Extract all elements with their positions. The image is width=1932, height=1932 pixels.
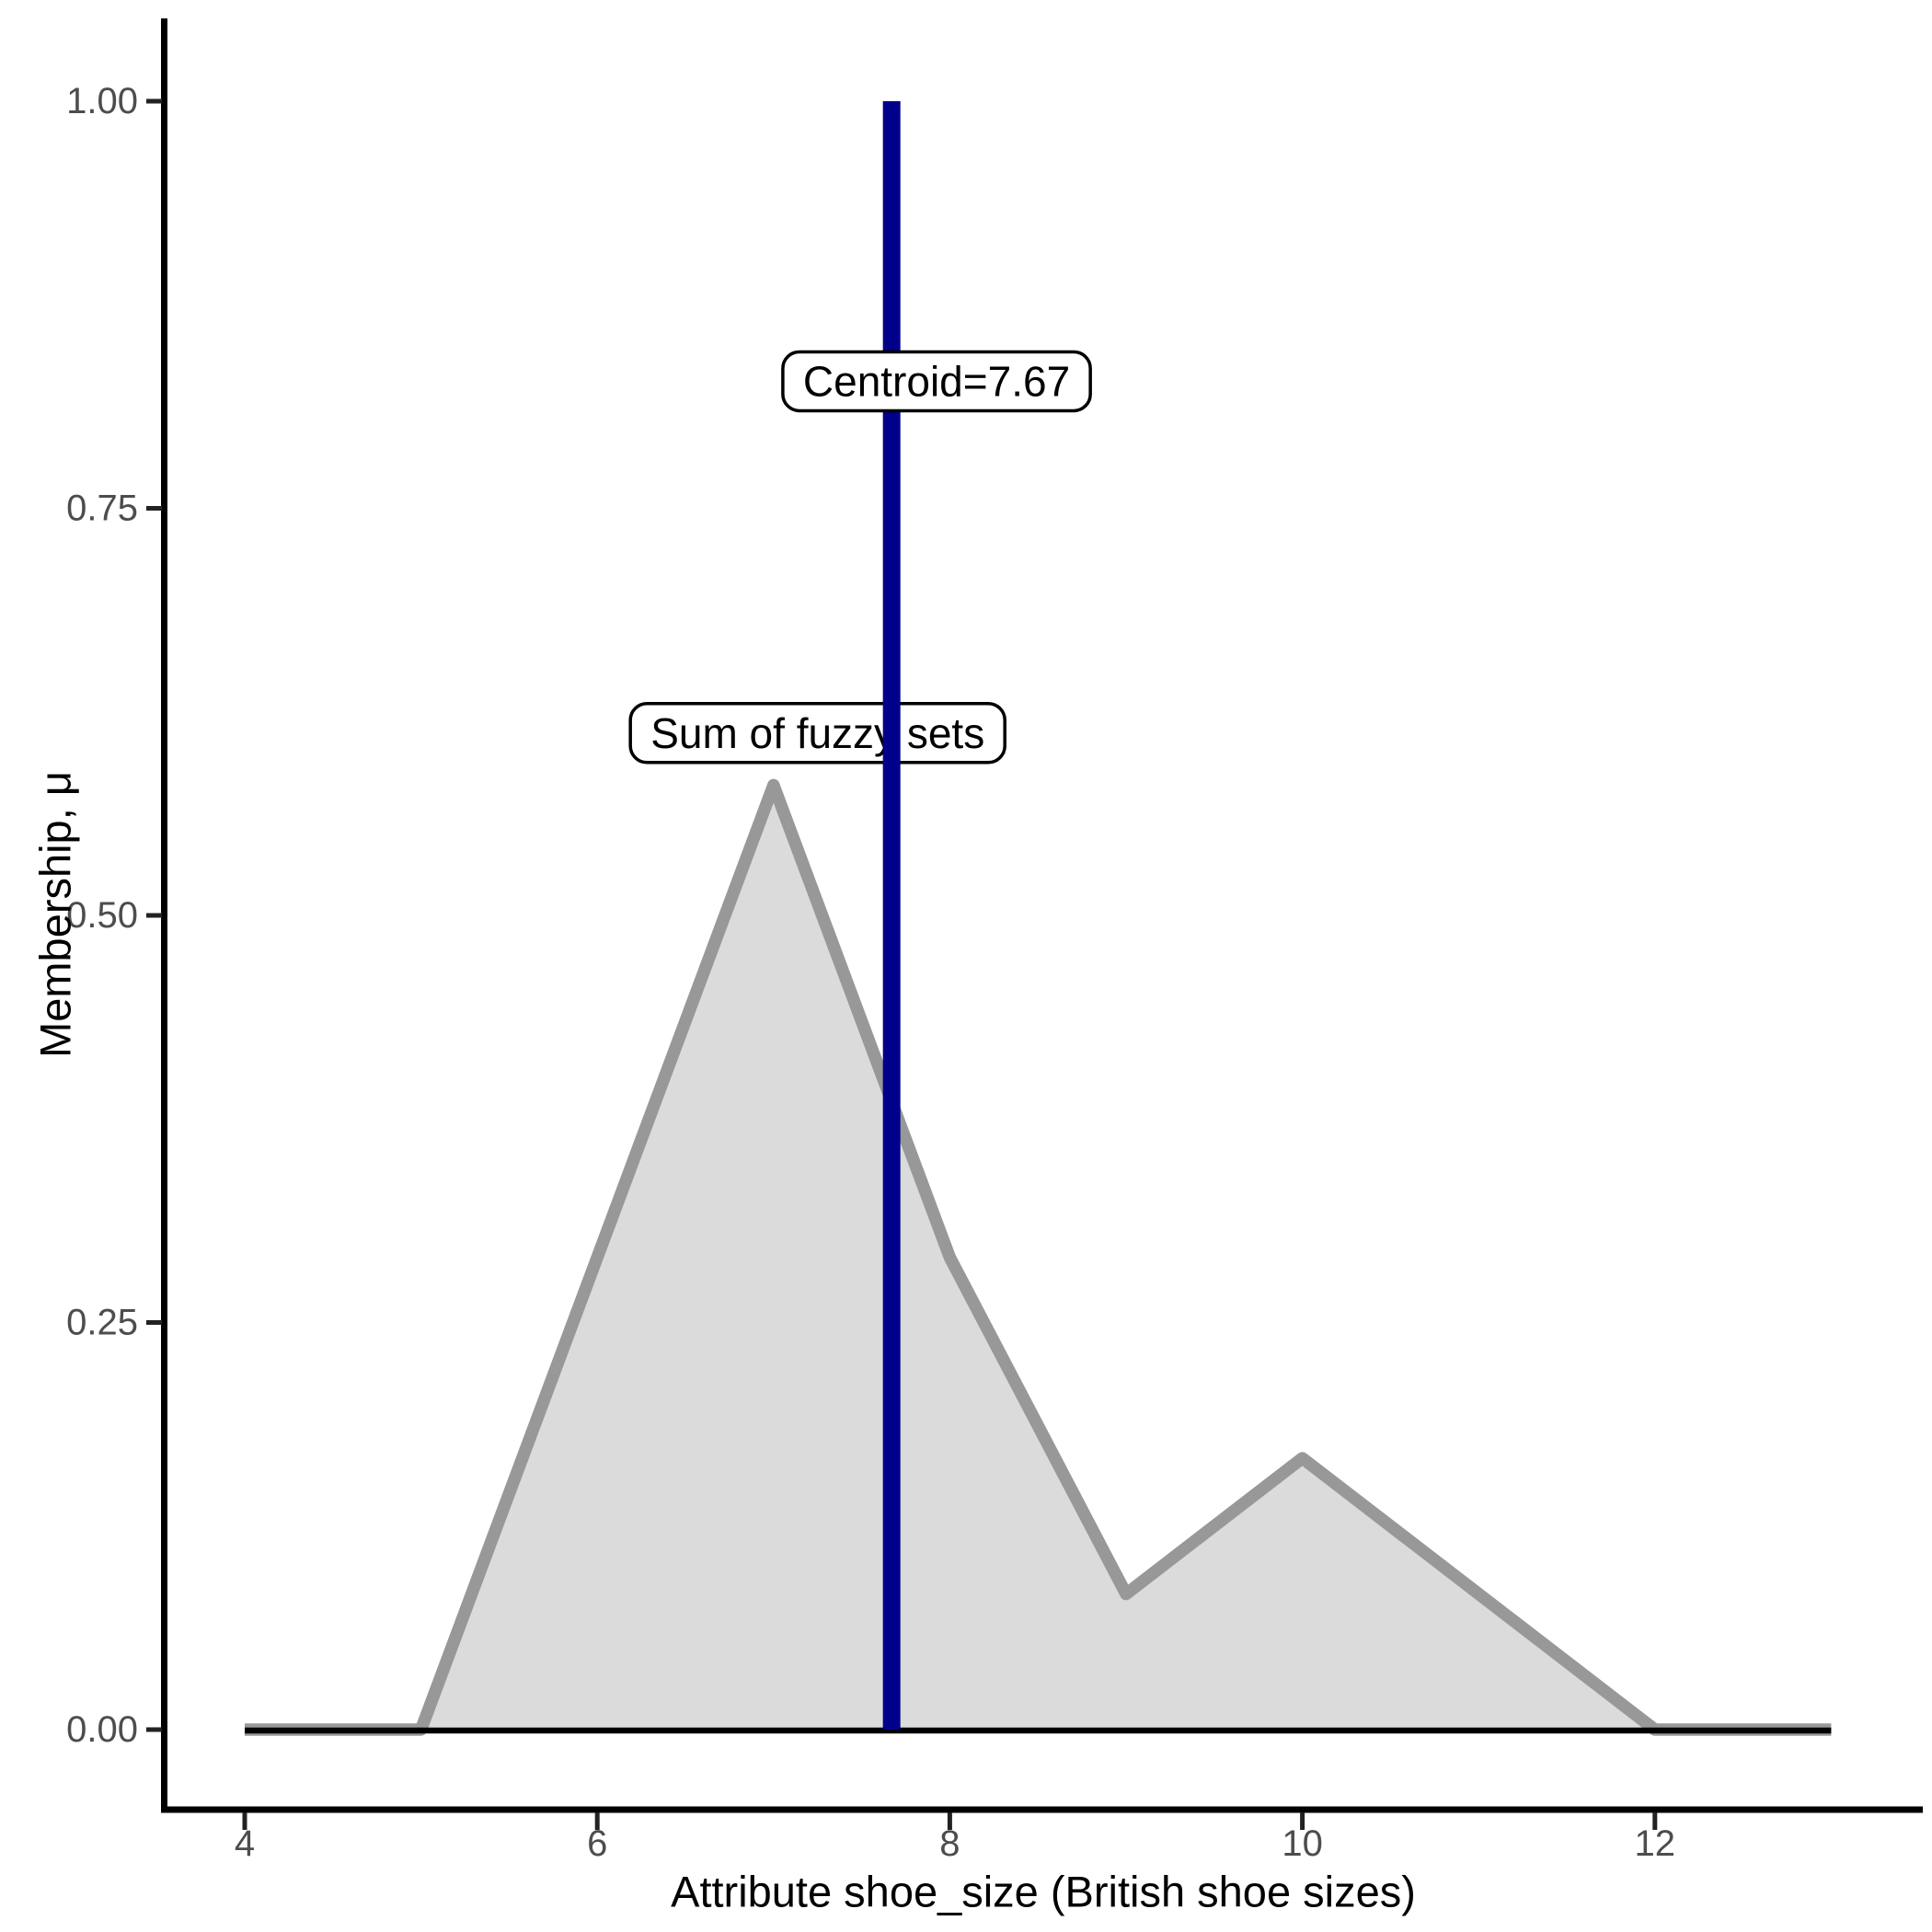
x-axis: 4 6 8 10 12 Attribute shoe_size (British sho… [161, 1806, 1923, 1916]
y-tick-label: 0.50 [66, 895, 138, 936]
y-axis: 1.00 0.75 0.50 0.25 0.00 Membership, μ [31, 18, 167, 1813]
centroid-annotation-box [781, 350, 1092, 413]
centroid-annotation: Centroid=7.67 [781, 350, 1092, 413]
x-tick-label: 12 [1635, 1823, 1676, 1864]
sum-annotation-box [628, 702, 1006, 765]
centroid-annotation-label: Centroid=7.67 [803, 357, 1070, 405]
x-ticks: 4 6 8 10 12 [235, 1812, 1675, 1864]
sum-annotation: Sum of fuzzy sets [628, 702, 1006, 765]
y-axis-title: Membership, μ [31, 771, 80, 1058]
fuzzy-sum-outline [245, 778, 1832, 1736]
y-tick-label: 0.00 [66, 1709, 138, 1750]
area-series [245, 778, 1832, 1736]
y-tick-label: 0.75 [66, 489, 138, 529]
x-tick-label: 6 [587, 1823, 607, 1864]
x-axis-title: Attribute shoe_size (British shoe sizes) [671, 1868, 1416, 1916]
x-tick-label: 8 [939, 1823, 960, 1864]
fuzzy-sum-area [245, 785, 1832, 1730]
sum-annotation-label: Sum of fuzzy sets [650, 709, 984, 757]
x-tick-label: 4 [235, 1823, 255, 1864]
y-tick-label: 0.25 [66, 1303, 138, 1343]
y-ticks: 1.00 0.75 0.50 0.25 0.00 [66, 81, 162, 1750]
y-tick-label: 1.00 [66, 81, 138, 121]
x-tick-label: 10 [1282, 1823, 1323, 1864]
